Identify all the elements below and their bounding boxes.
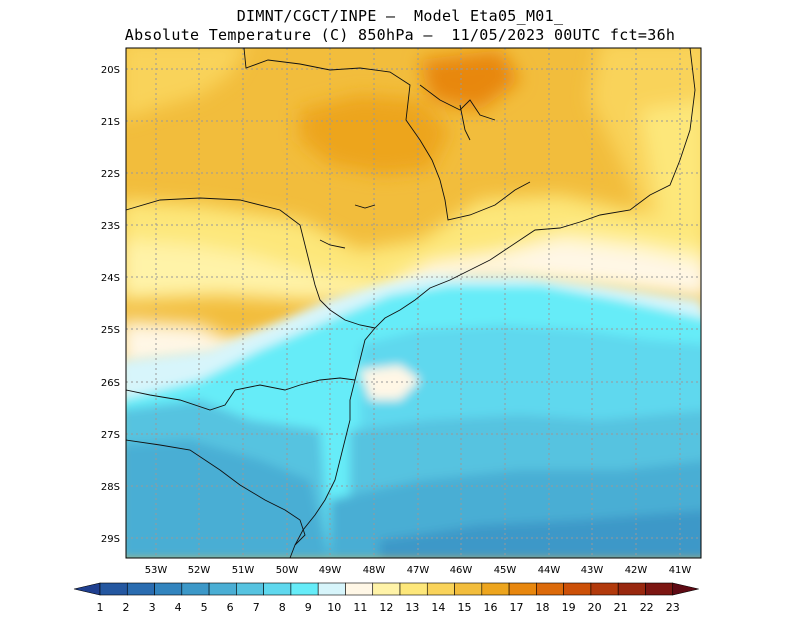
colorbar-label: 15 bbox=[457, 601, 471, 614]
lat-label: 21S bbox=[101, 117, 120, 128]
colorbar-swatch bbox=[99, 582, 128, 596]
colorbar-label: 8 bbox=[279, 601, 286, 614]
colorbar-swatch bbox=[154, 582, 183, 596]
colorbar-label: 16 bbox=[483, 601, 497, 614]
lon-label: 52W bbox=[188, 565, 211, 576]
lat-label: 22S bbox=[101, 169, 120, 180]
colorbar-swatch bbox=[208, 582, 237, 596]
colorbar-swatch bbox=[454, 582, 483, 596]
lat-label: 27S bbox=[101, 430, 120, 441]
colorbar-label: 22 bbox=[640, 601, 654, 614]
longitude-labels: 53W 52W 51W 50W 49W 48W 47W 46W 45W 44W … bbox=[145, 565, 692, 576]
colorbar-swatch bbox=[590, 582, 619, 596]
colorbar-swatch bbox=[290, 582, 319, 596]
colorbar-swatch bbox=[399, 582, 428, 596]
lat-label: 28S bbox=[101, 482, 120, 493]
colorbar-swatch bbox=[345, 582, 374, 596]
colorbar-swatch bbox=[508, 582, 537, 596]
lon-label: 43W bbox=[581, 565, 604, 576]
colorbar-label: 10 bbox=[327, 601, 341, 614]
colorbar-label: 21 bbox=[614, 601, 628, 614]
lon-label: 41W bbox=[669, 565, 692, 576]
lon-label: 44W bbox=[538, 565, 561, 576]
colorbar-swatch bbox=[481, 582, 510, 596]
colorbar-label: 2 bbox=[123, 601, 130, 614]
temperature-field bbox=[126, 48, 701, 558]
lon-label: 48W bbox=[363, 565, 386, 576]
lat-label: 25S bbox=[101, 325, 120, 336]
lon-label: 49W bbox=[319, 565, 342, 576]
lon-label: 50W bbox=[276, 565, 299, 576]
lat-label: 23S bbox=[101, 221, 120, 232]
lon-label: 46W bbox=[450, 565, 473, 576]
plot-frame bbox=[125, 47, 702, 559]
colorbar-label: 17 bbox=[510, 601, 524, 614]
colorbar-swatch bbox=[536, 582, 564, 596]
colorbar-label: 18 bbox=[536, 601, 550, 614]
colorbar-swatch bbox=[617, 582, 646, 596]
lat-label: 26S bbox=[101, 378, 120, 389]
colorbar-label: 7 bbox=[253, 601, 260, 614]
lat-label: 29S bbox=[101, 534, 120, 545]
colorbar-label: 23 bbox=[666, 601, 680, 614]
colorbar-swatch bbox=[317, 582, 346, 596]
lon-label: 47W bbox=[407, 565, 430, 576]
colorbar-label: 20 bbox=[588, 601, 602, 614]
colorbar-swatch bbox=[426, 582, 455, 596]
lon-label: 42W bbox=[625, 565, 648, 576]
lat-label: 20S bbox=[101, 65, 120, 76]
colorbar-label: 4 bbox=[175, 601, 182, 614]
colorbar-swatch bbox=[263, 582, 292, 596]
colorbar-swatch bbox=[563, 582, 592, 596]
lon-label: 45W bbox=[494, 565, 517, 576]
colorbar-swatch bbox=[126, 582, 155, 596]
colorbar-arrow-high bbox=[672, 582, 699, 596]
map-title-line-2: Absolute Temperature (C) 850hPa – 11/05/… bbox=[124, 26, 676, 44]
map-title-line-1: DIMNT/CGCT/INPE – Model Eta05_M01_ bbox=[236, 7, 564, 25]
lon-label: 53W bbox=[145, 565, 168, 576]
colorbar-swatch bbox=[372, 582, 401, 596]
colorbar-label: 1 bbox=[97, 601, 104, 614]
latitude-labels: 20S 21S 22S 23S 24S 25S 26S 27S 28S 29S bbox=[101, 65, 120, 545]
colorbar-label: 5 bbox=[201, 601, 208, 614]
colorbar-label: 9 bbox=[305, 601, 312, 614]
colorbar-label: 19 bbox=[562, 601, 576, 614]
colorbar-label: 13 bbox=[405, 601, 419, 614]
graticule bbox=[126, 48, 701, 558]
colorbar-swatch bbox=[236, 582, 264, 596]
coastline-and-borders bbox=[126, 48, 696, 558]
lon-label: 51W bbox=[232, 565, 255, 576]
colorbar: 1 2 3 4 5 6 7 8 9 10 11 12 13 14 15 16 17 18 19 20 21 22 23 bbox=[73, 582, 699, 614]
colorbar-label: 6 bbox=[227, 601, 234, 614]
colorbar-swatch bbox=[181, 582, 210, 596]
colorbar-label: 3 bbox=[149, 601, 156, 614]
colorbar-label: 14 bbox=[431, 601, 445, 614]
colorbar-swatch bbox=[645, 582, 674, 596]
lat-label: 24S bbox=[101, 273, 120, 284]
colorbar-label: 11 bbox=[353, 601, 367, 614]
colorbar-label: 12 bbox=[379, 601, 393, 614]
colorbar-arrow-low bbox=[73, 582, 101, 596]
